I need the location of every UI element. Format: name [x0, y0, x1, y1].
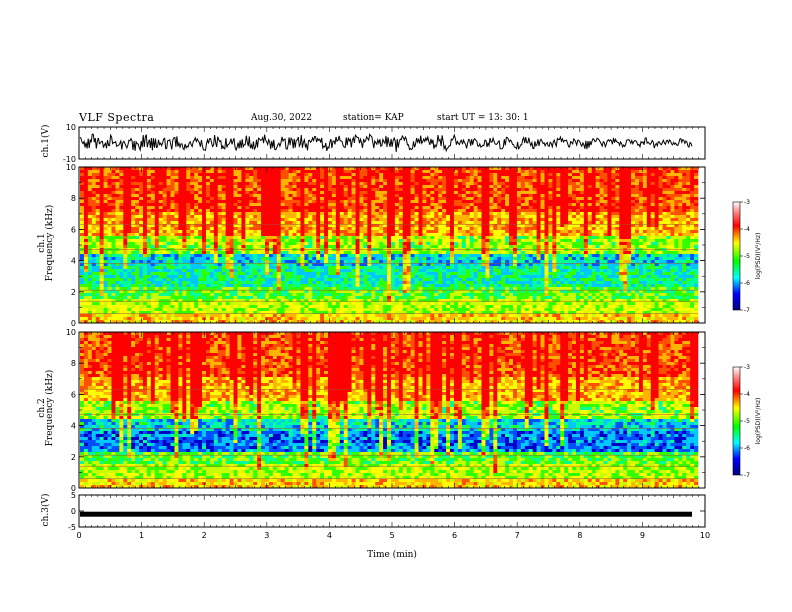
y-tick-label: 10: [66, 163, 76, 172]
x-tick-label: 3: [264, 531, 269, 540]
colorbar-tick-label: -4: [744, 391, 750, 398]
ch1-waveform-line: [80, 134, 692, 152]
x-tick-label: 1: [139, 531, 144, 540]
x-axis-label: Time (min): [367, 549, 417, 560]
colorbar-tick-label: -7: [744, 307, 750, 314]
colorbar-tick-label: -5: [744, 253, 750, 260]
colorbar-tick-label: -4: [744, 226, 750, 233]
colorbar-tick-label: -3: [744, 364, 750, 371]
y-tick-label: 10: [66, 123, 76, 132]
y-tick-label: 8: [71, 359, 76, 368]
spectrogram-ch1: [80, 167, 698, 323]
y-tick-label: 2: [71, 453, 76, 462]
colorbar-label: log(PSD)(V²/Hz): [755, 398, 762, 445]
y-tick-label: 4: [71, 257, 76, 266]
x-tick-label: 2: [202, 531, 207, 540]
colorbar-spectrogram-ch2: [733, 367, 740, 475]
colorbar-spectrogram-ch1: [733, 202, 740, 310]
y-tick-label: -5: [68, 523, 76, 532]
y-tick-label: 6: [71, 390, 76, 399]
colorbar-tick-label: -5: [744, 418, 750, 425]
y-tick-label: 5: [71, 491, 76, 500]
x-tick-label: 4: [327, 531, 332, 540]
colorbar-label: log(PSD)(V²/Hz): [755, 233, 762, 280]
x-tick-label: 6: [452, 531, 457, 540]
y-tick-label: 2: [71, 288, 76, 297]
x-tick-label: 10: [700, 531, 710, 540]
colorbar-tick-label: -7: [744, 472, 750, 479]
colorbars: -3 -4 -5 -6 -7 log(PSD)(V²/Hz) -3 -4 -5 -6 -7 log(P…: [733, 199, 762, 479]
x-tick-label: 7: [515, 531, 520, 540]
y-tick-label: 0: [71, 507, 76, 516]
colorbar-tick-label: -6: [744, 280, 750, 287]
colorbar-tick-label: -3: [744, 199, 750, 206]
y-tick-label: 10: [66, 328, 76, 337]
x-tick-label: 8: [577, 531, 582, 540]
vlf-figure: 0 1 2 3 4 5 6 7 8 9 1010-100246810024681050-5 -3-4…: [0, 0, 792, 612]
colorbar-tick-label: -6: [744, 445, 750, 452]
ch3-waveform-line: [80, 512, 692, 517]
x-tick-label: 5: [389, 531, 394, 540]
spectrogram-ch2: [80, 332, 698, 488]
x-tick-label: 9: [640, 531, 645, 540]
y-tick-label: 6: [71, 225, 76, 234]
y-tick-label: 4: [71, 422, 76, 431]
y-tick-label: 0: [71, 319, 76, 328]
y-tick-label: 8: [71, 194, 76, 203]
x-tick-label: 0: [76, 531, 81, 540]
